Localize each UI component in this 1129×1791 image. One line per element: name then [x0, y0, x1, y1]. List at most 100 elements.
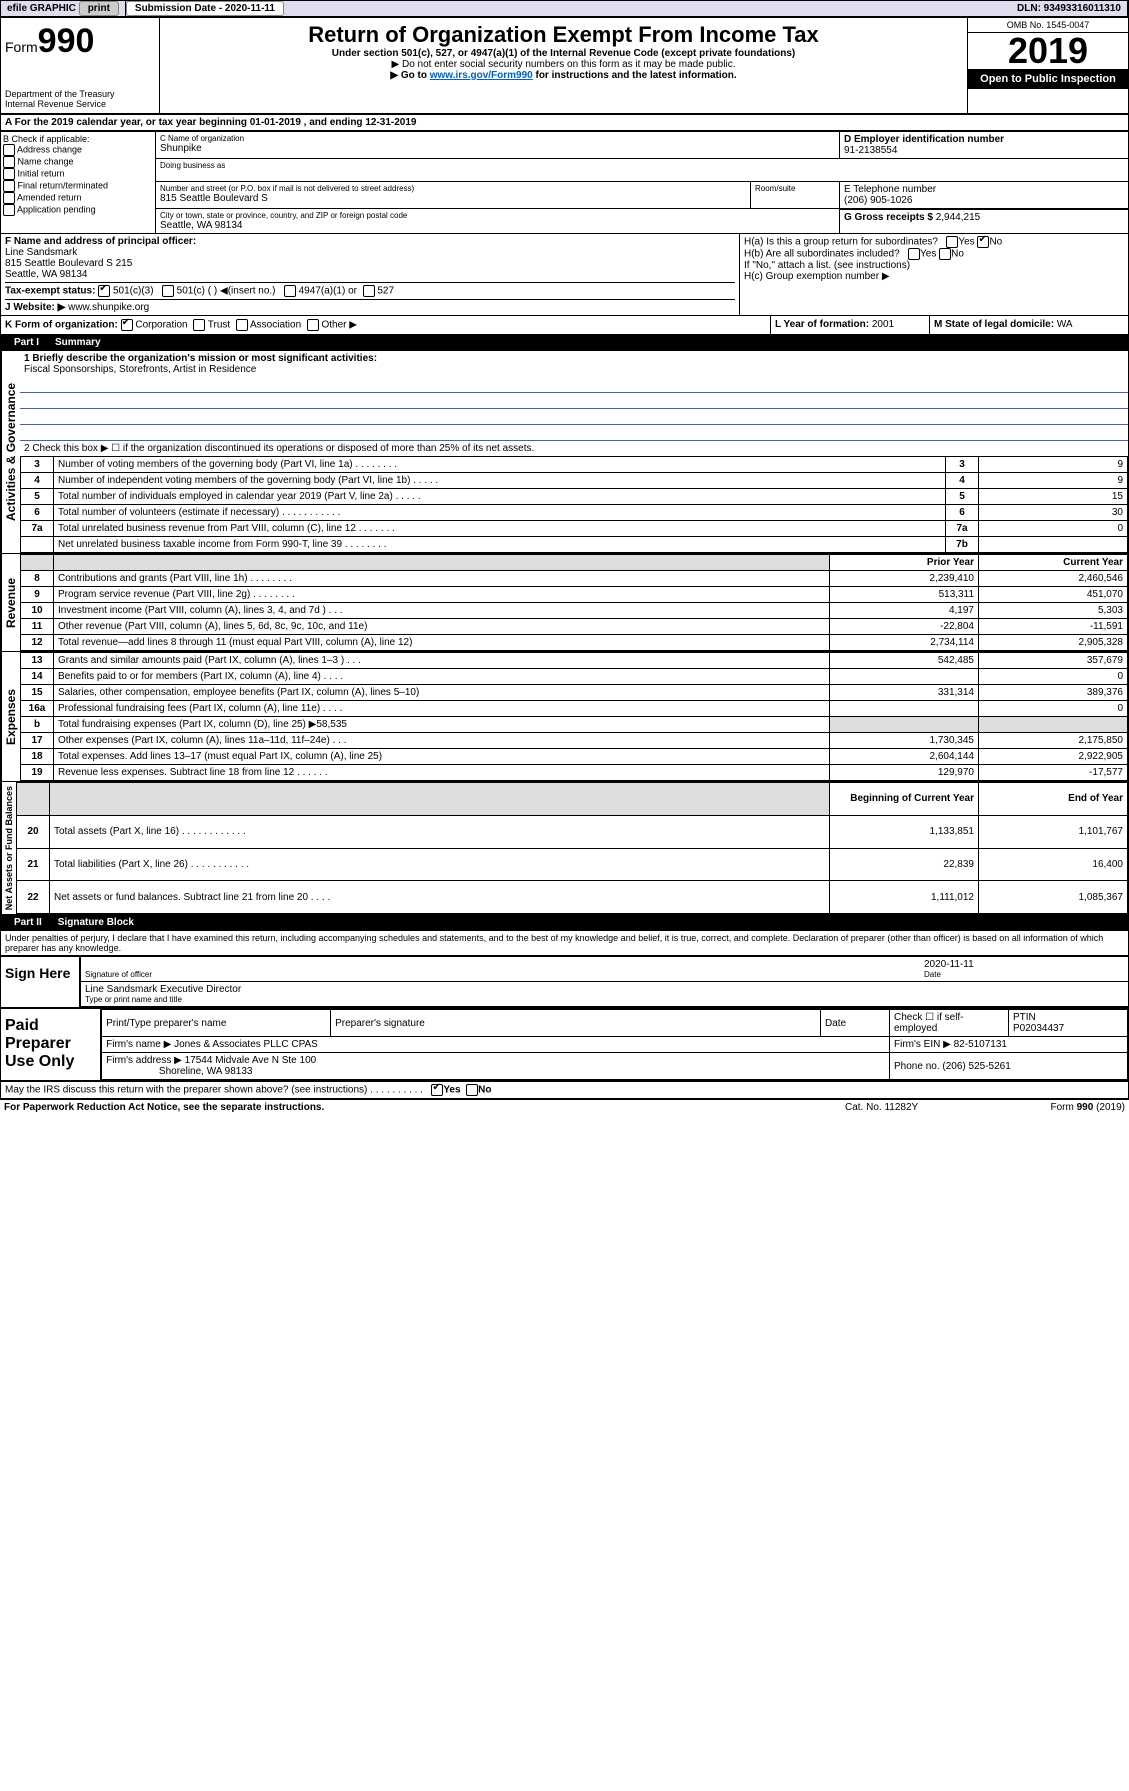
line-desc: Total expenses. Add lines 13–17 (must eq…	[54, 749, 830, 765]
line-num: 18	[21, 749, 54, 765]
line-num: 5	[21, 489, 54, 505]
self-employed-check[interactable]: Check ☐ if self-employed	[890, 1010, 1009, 1037]
prior-value: 513,311	[830, 587, 979, 603]
line-num: 17	[21, 733, 54, 749]
current-value: 451,070	[979, 587, 1128, 603]
current-value: 2,175,850	[979, 733, 1128, 749]
current-value: 357,679	[979, 653, 1128, 669]
vlabel-activities: Activities & Governance	[1, 351, 20, 553]
line-desc: Total number of individuals employed in …	[54, 489, 946, 505]
line-value	[979, 537, 1128, 553]
col-header: Beginning of Current Year	[830, 783, 979, 816]
dept-treasury: Department of the Treasury Internal Reve…	[5, 89, 155, 109]
vlabel-netassets: Net Assets or Fund Balances	[1, 782, 16, 914]
cb-assoc[interactable]	[236, 319, 248, 331]
print-button[interactable]: print	[79, 1, 119, 16]
discuss-row: May the IRS discuss this return with the…	[0, 1081, 1129, 1099]
line-box: 3	[946, 457, 979, 473]
prior-value: 4,197	[830, 603, 979, 619]
table-activities: 3 Number of voting members of the govern…	[20, 456, 1128, 553]
cb-app-pending[interactable]: Application pending	[3, 204, 153, 216]
gross-receipts: 2,944,215	[936, 212, 981, 223]
ptin-value: P02034437	[1013, 1023, 1064, 1034]
current-value: 0	[979, 669, 1128, 685]
city-state-zip: Seattle, WA 98134	[160, 220, 835, 231]
row-a-tax-year: A For the 2019 calendar year, or tax yea…	[0, 114, 1129, 131]
current-value: 2,460,546	[979, 571, 1128, 587]
col-header: Current Year	[979, 555, 1128, 571]
table-expenses: 13 Grants and similar amounts paid (Part…	[20, 652, 1128, 781]
line-desc: Number of voting members of the governin…	[54, 457, 946, 473]
prior-value	[830, 669, 979, 685]
table-revenue: Prior Year Current Year8 Contributions a…	[20, 554, 1128, 651]
line-num: 3	[21, 457, 54, 473]
col-d-ein: D Employer identification number 91-2138…	[839, 132, 1128, 158]
line-num: 6	[21, 505, 54, 521]
col-e-phone: E Telephone number (206) 905-1026	[839, 182, 1128, 208]
cb-final-return[interactable]: Final return/terminated	[3, 180, 153, 192]
open-to-public: Open to Public Inspection	[968, 69, 1128, 89]
current-value: 5,303	[979, 603, 1128, 619]
line-value: 9	[979, 457, 1128, 473]
row-k-l-m: K Form of organization: Corporation Trus…	[0, 316, 1129, 335]
line-desc: Total revenue—add lines 8 through 11 (mu…	[54, 635, 830, 651]
discuss-yes[interactable]	[431, 1084, 443, 1096]
cb-501c[interactable]	[162, 285, 174, 297]
h-a: H(a) Is this a group return for subordin…	[744, 236, 1124, 248]
line-desc: Net assets or fund balances. Subtract li…	[50, 881, 830, 914]
h-c: H(c) Group exemption number ▶	[744, 271, 1124, 282]
h-b: H(b) Are all subordinates included? Yes …	[744, 248, 1124, 260]
line-desc: Total liabilities (Part X, line 26) . . …	[50, 848, 830, 881]
line-box: 6	[946, 505, 979, 521]
l-year-formation: L Year of formation: 2001	[770, 316, 929, 334]
line-desc: Other expenses (Part IX, column (A), lin…	[54, 733, 830, 749]
line-num: 8	[21, 571, 54, 587]
line-num: 13	[21, 653, 54, 669]
current-value: 389,376	[979, 685, 1128, 701]
website-value: www.shunpike.org	[68, 302, 149, 313]
line-desc: Total fundraising expenses (Part IX, col…	[54, 717, 830, 733]
line-num: 15	[21, 685, 54, 701]
cb-initial-return[interactable]: Initial return	[3, 168, 153, 180]
typed-name: Line Sandsmark Executive Director	[85, 984, 1124, 995]
cb-corp[interactable]	[121, 319, 133, 331]
cb-name-change[interactable]: Name change	[3, 156, 153, 168]
cb-4947[interactable]	[284, 285, 296, 297]
current-value: 2,922,905	[979, 749, 1128, 765]
top-bar: efile GRAPHIC print Submission Date - 20…	[0, 0, 1129, 17]
vlabel-expenses: Expenses	[1, 652, 20, 781]
col-g-receipts: G Gross receipts $ 2,944,215	[839, 209, 1128, 233]
prior-value	[830, 701, 979, 717]
line-desc: Grants and similar amounts paid (Part IX…	[54, 653, 830, 669]
line-desc: Benefits paid to or for members (Part IX…	[54, 669, 830, 685]
tax-year: 2019	[968, 33, 1128, 69]
f-officer: F Name and address of principal officer:…	[5, 236, 735, 280]
line-desc: Investment income (Part VIII, column (A)…	[54, 603, 830, 619]
mission-text: Fiscal Sponsorships, Storefronts, Artist…	[24, 364, 256, 375]
current-value: 1,101,767	[979, 815, 1128, 848]
vlabel-revenue: Revenue	[1, 554, 20, 651]
section-b-c-d: B Check if applicable: Address change Na…	[0, 131, 1129, 234]
line-desc: Net unrelated business taxable income fr…	[54, 537, 946, 553]
section-f-h: F Name and address of principal officer:…	[0, 234, 1129, 316]
col-b-checkboxes: B Check if applicable: Address change Na…	[1, 132, 156, 233]
cb-trust[interactable]	[193, 319, 205, 331]
mission-label: 1 Briefly describe the organization's mi…	[24, 353, 377, 364]
line-value: 15	[979, 489, 1128, 505]
line-num: 7a	[21, 521, 54, 537]
discuss-no[interactable]	[466, 1084, 478, 1096]
m-state-domicile: M State of legal domicile: WA	[929, 316, 1128, 334]
cb-527[interactable]	[363, 285, 375, 297]
cb-501c3[interactable]	[98, 285, 110, 297]
line-num: 21	[17, 848, 50, 881]
cb-address-change[interactable]: Address change	[3, 144, 153, 156]
cb-other[interactable]	[307, 319, 319, 331]
line-box: 5	[946, 489, 979, 505]
col-header: Prior Year	[830, 555, 979, 571]
irs-link[interactable]: www.irs.gov/Form990	[430, 70, 533, 81]
prior-value: 22,839	[830, 848, 979, 881]
line-desc: Total number of volunteers (estimate if …	[54, 505, 946, 521]
line-num	[21, 537, 54, 553]
h-note: If "No," attach a list. (see instruction…	[744, 260, 1124, 271]
cb-amended[interactable]: Amended return	[3, 192, 153, 204]
